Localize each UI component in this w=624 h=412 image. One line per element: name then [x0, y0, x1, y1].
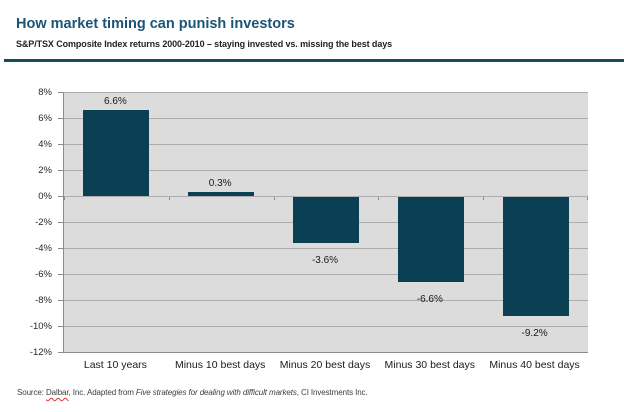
- header-divider: [4, 59, 624, 62]
- y-tick-label: 4%: [38, 138, 52, 150]
- x-tick-label: Last 10 years: [83, 359, 147, 371]
- y-tick-label: 8%: [38, 86, 52, 98]
- y-tick-label: 0%: [38, 190, 52, 202]
- zero-axis-line: [64, 195, 588, 197]
- source-note: Source: Dalbar, Inc. Adapted from Five s…: [17, 388, 368, 397]
- gridline: [64, 169, 588, 171]
- bar: [293, 196, 359, 243]
- y-tick-mark: [58, 144, 63, 145]
- y-tick-mark: [58, 274, 63, 275]
- gridline: [64, 117, 588, 119]
- bar-value-label: -9.2%: [521, 327, 548, 339]
- y-tick-mark: [58, 326, 63, 327]
- bar-value-label: -6.6%: [416, 293, 443, 305]
- y-tick-label: -8%: [35, 294, 52, 306]
- y-tick-mark: [58, 300, 63, 301]
- bar-value-label: 6.6%: [103, 96, 127, 108]
- bar: [188, 192, 255, 196]
- y-tick-label: -10%: [29, 320, 52, 332]
- y-tick-mark: [58, 92, 63, 93]
- x-tick-label: Minus 20 best days: [279, 359, 371, 371]
- bar: [502, 196, 569, 316]
- y-tick-label: -12%: [29, 346, 52, 358]
- x-axis-boundary-tick: [273, 196, 275, 200]
- y-tick-label: -6%: [35, 268, 52, 280]
- gridline: [64, 299, 588, 301]
- source-book-title: Five strategies for dealing with difficu…: [135, 388, 297, 397]
- page-subtitle: S&P/TSX Composite Index returns 2000-201…: [16, 39, 393, 49]
- plot-area: [63, 92, 588, 353]
- bar-value-label: -3.6%: [311, 254, 339, 266]
- gridline: [64, 325, 588, 327]
- gridline: [64, 92, 588, 93]
- x-axis-boundary-tick: [587, 196, 588, 200]
- y-tick-label: -2%: [35, 216, 52, 228]
- x-tick-label: Minus 10 best days: [174, 359, 266, 371]
- y-tick-mark: [58, 248, 63, 249]
- source-suffix: , CI Investments Inc.: [296, 388, 368, 397]
- x-axis-boundary-tick: [378, 196, 380, 200]
- x-tick-label: Minus 30 best days: [384, 359, 476, 371]
- source-misspelled-word: Dalbar: [46, 388, 69, 397]
- source-mid: , Inc. Adapted from: [68, 388, 136, 397]
- y-tick-mark: [58, 196, 63, 197]
- y-tick-mark: [58, 222, 63, 223]
- bar-value-label: 0.3%: [208, 178, 232, 190]
- gridline: [64, 247, 588, 249]
- y-tick-label: 6%: [38, 112, 52, 124]
- x-axis-boundary-tick: [168, 196, 170, 200]
- gridline: [64, 273, 588, 275]
- x-axis-boundary-tick: [483, 196, 485, 200]
- gridline: [64, 143, 588, 145]
- x-tick-label: Minus 40 best days: [489, 359, 580, 371]
- bar: [83, 110, 150, 196]
- page-title: How market timing can punish investors: [16, 16, 295, 32]
- y-tick-label: 2%: [38, 164, 52, 176]
- x-axis-boundary-tick: [64, 196, 65, 200]
- y-tick-mark: [58, 352, 63, 353]
- y-tick-label: -4%: [35, 242, 52, 254]
- bar: [397, 196, 464, 282]
- source-prefix: Source:: [17, 388, 46, 397]
- y-tick-mark: [58, 118, 63, 119]
- y-tick-mark: [58, 170, 63, 171]
